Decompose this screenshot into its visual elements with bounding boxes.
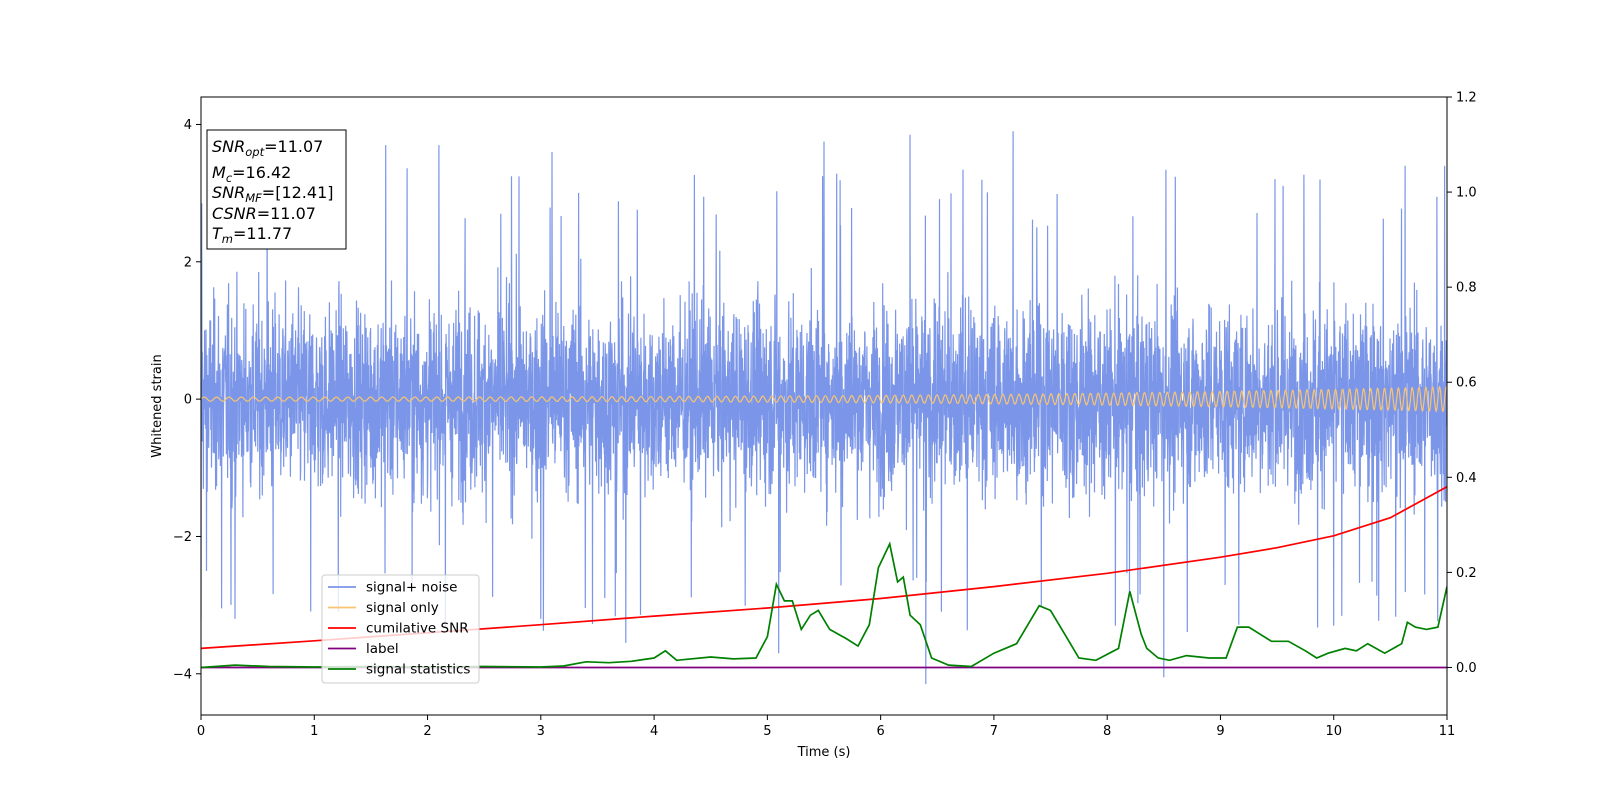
- y2-tick-label: 0.8: [1456, 281, 1477, 296]
- annotation-line: Mc=16.42: [212, 163, 291, 185]
- y2-tick-label: 0.6: [1456, 376, 1477, 391]
- x-tick-label: 0: [197, 724, 205, 739]
- x-tick-label: 10: [1325, 724, 1342, 739]
- y2-tick-label: 1.2: [1456, 91, 1477, 106]
- x-tick-label: 9: [1216, 724, 1224, 739]
- y2-tick-label: 0.2: [1456, 566, 1477, 581]
- y-tick-label: 2: [184, 255, 192, 270]
- series-signal-only-line: [201, 385, 1447, 413]
- y2-tick-label: 1.0: [1456, 186, 1477, 201]
- y-tick-label: 4: [184, 118, 192, 133]
- x-tick-label: 4: [650, 724, 658, 739]
- plot-frame: [200, 96, 1448, 716]
- legend-entry-label: signal statistics: [366, 662, 470, 678]
- y2-tick-label: 0.4: [1456, 471, 1477, 486]
- x-tick-label: 2: [423, 724, 431, 739]
- annotation-line: SNRMF=[12.41]: [212, 183, 334, 205]
- x-tick-label: 11: [1439, 724, 1456, 739]
- legend-entry-label: signal only: [366, 600, 439, 616]
- x-tick-label: 6: [876, 724, 884, 739]
- y-tick-label: −2: [173, 530, 192, 545]
- annotation-box: [206, 129, 347, 250]
- series-signal-statistics-line: [201, 541, 1447, 669]
- legend-entry-label: cumilative SNR: [366, 621, 469, 637]
- legend-entry-label: signal+ noise: [366, 580, 457, 596]
- y-axis-label: Whitened strain: [150, 354, 165, 457]
- y2-tick-label: 0.0: [1456, 661, 1477, 676]
- x-axis-label: Time (s): [797, 745, 851, 760]
- y-tick-label: −4: [173, 667, 192, 682]
- x-tick-label: 8: [1103, 724, 1111, 739]
- y-tick-label: 0: [184, 393, 192, 408]
- x-tick-label: 5: [763, 724, 771, 739]
- x-tick-label: 1: [310, 724, 318, 739]
- legend-entry-label: label: [366, 641, 399, 657]
- legend-box: [321, 574, 480, 684]
- x-tick-label: 7: [990, 724, 998, 739]
- x-tick-label: 3: [537, 724, 545, 739]
- series-signal-noise-line: [201, 131, 1447, 685]
- annotation-line: CSNR=11.07: [212, 204, 316, 223]
- annotation-line: Tm=11.77: [212, 224, 292, 246]
- annotation-line: SNRopt=11.07: [212, 137, 323, 159]
